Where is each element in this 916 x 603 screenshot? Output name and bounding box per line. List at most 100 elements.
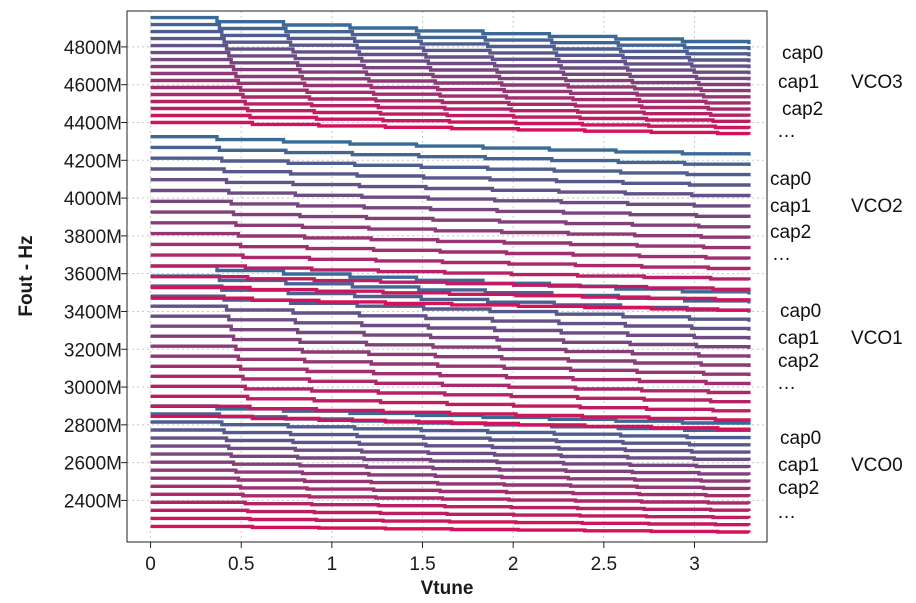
vco1-cap8-line	[150, 344, 751, 367]
x-axis-title: Vtune	[421, 578, 474, 599]
vco3-cap12-line	[150, 99, 751, 117]
y-tick-label: 3800M	[64, 227, 122, 248]
x-axis-ticks: 0 0.5 1 1.5 2 2.5 3	[145, 542, 700, 575]
vco3-cap11-line	[150, 92, 751, 111]
vco2-name-label: VCO2	[851, 196, 903, 217]
vco2-cap9-line	[150, 231, 751, 250]
vco3-annotations: cap0 cap1 cap2 … VCO3	[777, 43, 903, 142]
vco3-cap10-line	[150, 85, 751, 105]
vco3-cap2-line	[150, 29, 751, 57]
vco1-cap14-line	[150, 404, 751, 422]
vco3-more-label: …	[777, 121, 796, 142]
vco0-cap10-line	[150, 484, 751, 498]
vco3-cap6-line	[150, 57, 751, 81]
y-tick-label: 3200M	[64, 340, 122, 361]
series-lines	[150, 15, 751, 534]
vco1-cap7-line	[150, 334, 751, 358]
vco0-cap12-line	[150, 500, 751, 512]
vco3-cap4-line	[150, 43, 751, 69]
vco0-cap4-line	[150, 436, 751, 454]
x-tick-label: 3	[689, 554, 700, 575]
vco3-cap9-line	[150, 78, 751, 99]
vco1-cap13-line	[150, 394, 751, 413]
vco0-cap9-line	[150, 476, 751, 491]
vco2-cap12-line	[150, 264, 751, 281]
vco3-cap1-line	[150, 22, 751, 51]
vco1-cap12-line	[150, 384, 751, 404]
vco2-annotations: cap0 cap1 cap2 … VCO2	[770, 169, 903, 265]
vco0-cap3-line	[150, 428, 751, 447]
x-tick-label: 1	[327, 554, 338, 575]
vco3-cap15-line	[150, 120, 751, 136]
x-tick-label: 0	[145, 554, 156, 575]
vco3-cap3-line	[150, 36, 751, 63]
vco1-cap2-label: cap2	[778, 351, 819, 372]
vco0-cap15-line	[150, 524, 751, 534]
y-tick-label: 4000M	[64, 189, 122, 210]
vco3-cap14-line	[150, 113, 751, 130]
vco0-cap13-line	[150, 508, 751, 520]
y-tick-label: 2600M	[64, 454, 122, 475]
vco0-name-label: VCO0	[851, 455, 903, 476]
vco1-name-label: VCO1	[851, 328, 903, 349]
vco2-cap4-line	[150, 178, 751, 198]
vco0-cap14-line	[150, 516, 751, 527]
y-tick-label: 4800M	[64, 38, 122, 59]
vco2-cap13-line	[150, 275, 751, 291]
x-tick-label: 2.5	[591, 554, 617, 575]
vco3-name-label: VCO3	[851, 72, 903, 93]
vco2-cap0-line	[150, 135, 751, 156]
vco2-cap15-line	[150, 296, 751, 312]
vco3-cap1-label: cap1	[778, 72, 819, 93]
vco2-cap5-line	[150, 188, 751, 208]
vco1-cap5-line	[150, 314, 751, 340]
vco0-cap8-line	[150, 468, 751, 483]
vco3-cap7-line	[150, 64, 751, 87]
vco1-annotations: cap0 cap1 cap2 … VCO1	[777, 301, 903, 394]
vco2-cap1-line	[150, 145, 751, 166]
plot-frame	[126, 10, 768, 543]
y-tick-label: 4400M	[64, 113, 122, 134]
vco0-more-label: …	[777, 502, 796, 523]
vco0-cap2-line	[150, 420, 751, 440]
vco2-cap8-line	[150, 221, 751, 239]
vco3-cap13-line	[150, 106, 751, 123]
vco1-cap1-label: cap1	[778, 328, 819, 349]
y-tick-label: 3600M	[64, 265, 122, 286]
vco2-cap6-line	[150, 199, 751, 218]
vco1-cap9-line	[150, 354, 751, 377]
y-tick-label: 2400M	[64, 491, 122, 512]
vco2-cap2-label: cap2	[770, 222, 811, 243]
vco1-cap6-line	[150, 324, 751, 349]
vco2-cap10-line	[150, 242, 751, 260]
vco3-cap8-line	[150, 71, 751, 93]
vco2-cap0-label: cap0	[770, 169, 811, 190]
y-tick-label: 4200M	[64, 151, 122, 172]
vco1-cap11-line	[150, 374, 751, 395]
vco2-cap3-line	[150, 167, 751, 187]
vco0-cap5-line	[150, 444, 751, 461]
vco2-cap11-line	[150, 253, 751, 271]
vco1-more-label: …	[777, 373, 796, 394]
y-axis-title: Fout - Hz	[16, 235, 37, 316]
vco2-cap14-line	[150, 285, 751, 302]
vco0-cap7-line	[150, 460, 751, 476]
vco0-annotations: cap0 cap1 cap2 … VCO0	[777, 428, 903, 523]
vco3-cap0-label: cap0	[782, 43, 823, 64]
y-tick-label: 2800M	[64, 416, 122, 437]
vco0-cap11-line	[150, 492, 751, 505]
vco2-more-label: …	[772, 244, 791, 265]
vco1-cap15-line	[150, 414, 751, 431]
x-tick-label: 2	[508, 554, 519, 575]
x-tick-label: 0.5	[228, 554, 254, 575]
vco0-cap6-line	[150, 452, 751, 469]
vco2-cap1-label: cap1	[770, 196, 811, 217]
vco1-cap4-line	[150, 304, 751, 331]
vco3-cap0-line	[150, 15, 751, 45]
vco2-cap7-line	[150, 210, 751, 229]
vco3-cap2-label: cap2	[782, 99, 823, 120]
y-tick-label: 3400M	[64, 302, 122, 323]
y-tick-label: 3000M	[64, 378, 122, 399]
vco0-cap1-label: cap1	[778, 455, 819, 476]
